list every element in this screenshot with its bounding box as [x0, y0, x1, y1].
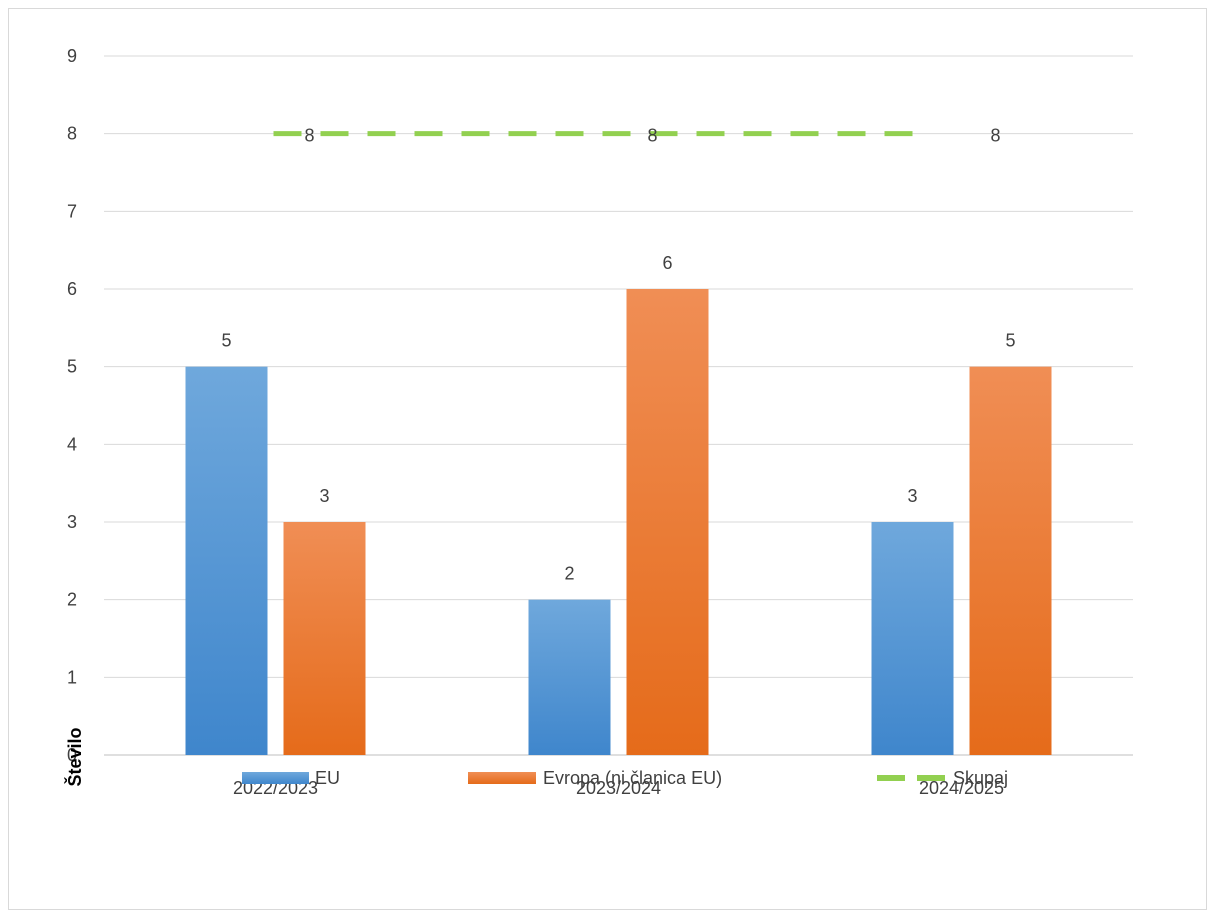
- legend-swatch-eu: [242, 772, 309, 784]
- x-axis-ticks: 2022/2023 2023/2024 2024/2025: [233, 778, 1004, 798]
- y-tick-label-0: 0: [67, 745, 77, 765]
- bar-evropa-2: [969, 366, 1052, 755]
- y-axis-label: Število: [64, 727, 85, 786]
- data-label-eu-0: 5: [221, 331, 231, 351]
- y-tick-label-7: 7: [67, 201, 77, 221]
- data-label-evropa-0: 3: [319, 486, 329, 506]
- y-tick-label-4: 4: [67, 434, 77, 454]
- data-labels: 5 3 2 6 3 5 8 8 8: [221, 126, 1015, 584]
- legend-label-evropa: Evropa (ni članica EU): [543, 768, 722, 788]
- y-tick-label-2: 2: [67, 590, 77, 610]
- legend-swatch-evropa: [468, 772, 536, 784]
- bar-evropa-1: [626, 289, 709, 755]
- bar-eu-0: [185, 366, 268, 755]
- y-tick-label-1: 1: [67, 667, 77, 687]
- legend-label-eu: EU: [315, 768, 340, 788]
- y-tick-label-6: 6: [67, 279, 77, 299]
- data-label-eu-1: 2: [564, 564, 574, 584]
- y-tick-label-3: 3: [67, 512, 77, 532]
- data-label-skupaj-0: 8: [304, 126, 314, 146]
- bar-eu-1: [528, 599, 611, 755]
- bar-evropa-0: [283, 522, 366, 755]
- legend-label-skupaj: Skupaj: [953, 768, 1008, 788]
- legend: EU Evropa (ni članica EU) Skupaj: [242, 768, 1008, 788]
- y-tick-label-9: 9: [67, 46, 77, 66]
- data-label-skupaj-1: 8: [647, 126, 657, 146]
- x-tick-label-1: 2023/2024: [576, 778, 661, 798]
- bar-eu-2: [871, 522, 954, 755]
- data-label-eu-2: 3: [907, 486, 917, 506]
- data-label-skupaj-2: 8: [990, 126, 1000, 146]
- y-axis-ticks: 0 1 2 3 4 5 6 7 8 9: [67, 46, 77, 765]
- x-tick-label-2: 2024/2025: [919, 778, 1004, 798]
- bars: [185, 289, 1052, 755]
- y-tick-label-8: 8: [67, 124, 77, 144]
- data-label-evropa-1: 6: [662, 253, 672, 273]
- y-tick-label-5: 5: [67, 357, 77, 377]
- data-label-evropa-2: 5: [1005, 331, 1015, 351]
